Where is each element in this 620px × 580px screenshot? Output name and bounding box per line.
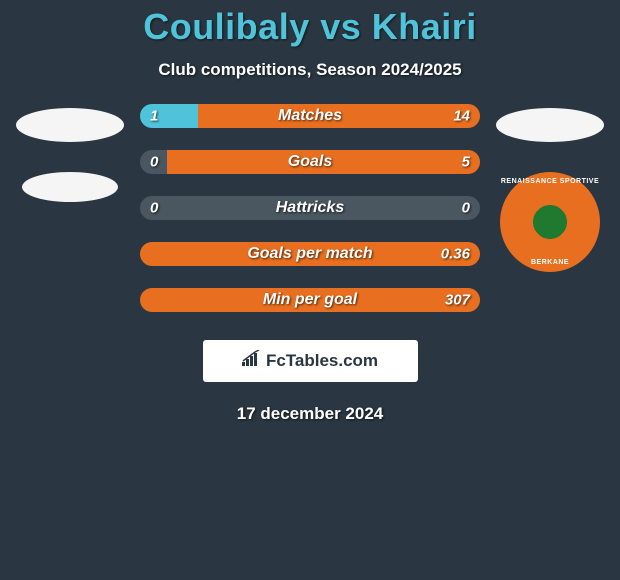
club-badge-berkane <box>500 172 600 272</box>
stat-value-right: 5 <box>462 154 470 171</box>
stat-value-left: 0 <box>150 200 158 217</box>
right-logos <box>490 104 610 272</box>
stat-value-left: 1 <box>150 108 158 125</box>
stat-value-right: 14 <box>453 108 470 125</box>
stat-row: Min per goal307 <box>140 288 480 312</box>
page-title: Coulibaly vs Khairi <box>0 6 620 48</box>
stat-value-left: 0 <box>150 154 158 171</box>
subtitle: Club competitions, Season 2024/2025 <box>0 60 620 80</box>
player-logo-placeholder <box>16 108 124 142</box>
player-logo-placeholder <box>496 108 604 142</box>
stat-bars: Matches114Goals05Hattricks00Goals per ma… <box>140 104 480 312</box>
brand-box[interactable]: FcTables.com <box>203 340 418 382</box>
stat-value-right: 307 <box>445 292 470 309</box>
left-logos <box>10 104 130 202</box>
date-text: 17 december 2024 <box>0 404 620 424</box>
stat-row: Goals05 <box>140 150 480 174</box>
stat-row: Matches114 <box>140 104 480 128</box>
stat-row: Hattricks00 <box>140 196 480 220</box>
chart-bar-icon <box>242 350 262 373</box>
stat-value-right: 0 <box>462 200 470 217</box>
brand-text: FcTables.com <box>266 351 378 371</box>
content-row: Matches114Goals05Hattricks00Goals per ma… <box>0 104 620 312</box>
stat-row: Goals per match0.36 <box>140 242 480 266</box>
stat-value-right: 0.36 <box>441 246 470 263</box>
club-logo-placeholder <box>22 172 118 202</box>
comparison-card: Coulibaly vs Khairi Club competitions, S… <box>0 0 620 424</box>
